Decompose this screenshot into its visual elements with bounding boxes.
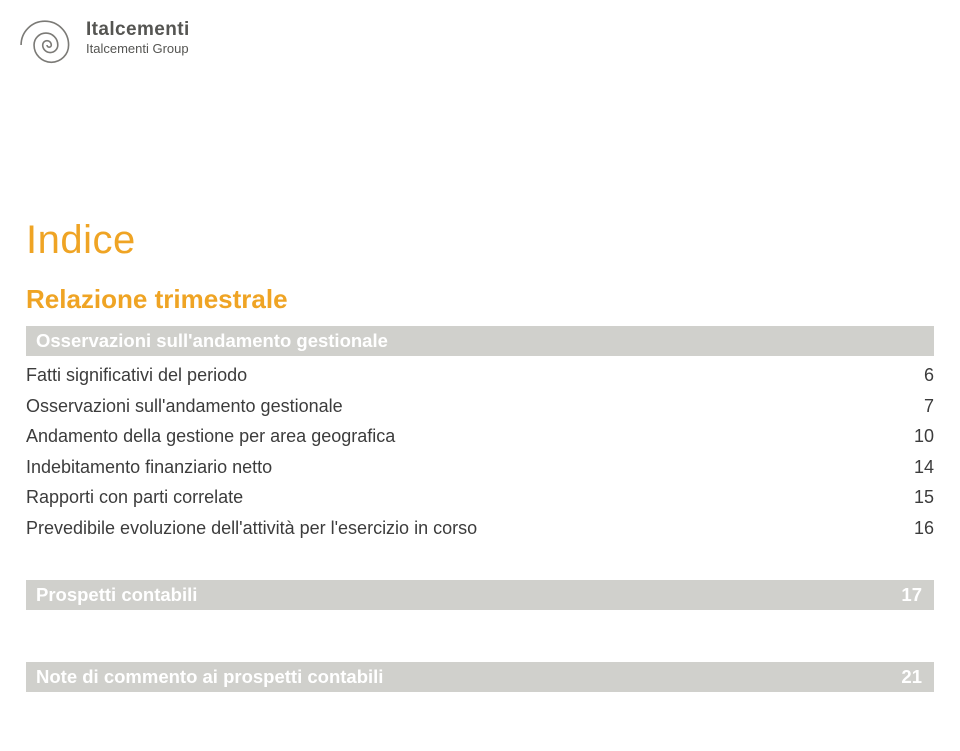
bar-prospetti: Prospetti contabili 17 [26, 580, 934, 610]
toc-item: Osservazioni sull'andamento gestionale 7 [26, 391, 934, 422]
toc-item: Andamento della gestione per area geogra… [26, 421, 934, 452]
bar-osservazioni: Osservazioni sull'andamento gestionale [26, 326, 934, 356]
document-page: Italcementi Italcementi Group Indice Rel… [0, 0, 960, 751]
toc-item: Indebitamento finanziario netto 14 [26, 452, 934, 483]
bar-prospetti-page: 17 [901, 584, 922, 606]
toc-item: Prevedibile evoluzione dell'attività per… [26, 513, 934, 544]
spiral-icon [20, 18, 74, 72]
toc-item: Fatti significativi del periodo 6 [26, 360, 934, 391]
bar-note-page: 21 [901, 666, 922, 688]
brand-subtitle: Italcementi Group [86, 41, 190, 56]
logo-block: Italcementi Italcementi Group [20, 18, 190, 72]
toc-item-page: 14 [906, 452, 934, 483]
toc-item-page: 10 [906, 421, 934, 452]
toc-item-label: Andamento della gestione per area geogra… [26, 421, 395, 452]
toc-item-label: Osservazioni sull'andamento gestionale [26, 391, 343, 422]
toc-item-label: Indebitamento finanziario netto [26, 452, 272, 483]
toc-item-label: Rapporti con parti correlate [26, 482, 243, 513]
section-title-relazione: Relazione trimestrale [26, 284, 288, 315]
bar-note: Note di commento ai prospetti contabili … [26, 662, 934, 692]
toc-item-label: Prevedibile evoluzione dell'attività per… [26, 513, 477, 544]
index-title: Indice [26, 218, 136, 263]
toc-item-page: 7 [906, 391, 934, 422]
toc-item-page: 15 [906, 482, 934, 513]
bar-prospetti-label: Prospetti contabili [36, 584, 197, 606]
bar-note-label: Note di commento ai prospetti contabili [36, 666, 383, 688]
brand-text: Italcementi Italcementi Group [86, 20, 190, 56]
toc-item-label: Fatti significativi del periodo [26, 360, 247, 391]
toc-item: Rapporti con parti correlate 15 [26, 482, 934, 513]
toc-list: Fatti significativi del periodo 6 Osserv… [26, 360, 934, 544]
toc-item-page: 6 [906, 360, 934, 391]
toc-item-page: 16 [906, 513, 934, 544]
brand-name: Italcementi [86, 20, 190, 40]
bar-osservazioni-label: Osservazioni sull'andamento gestionale [36, 330, 388, 352]
